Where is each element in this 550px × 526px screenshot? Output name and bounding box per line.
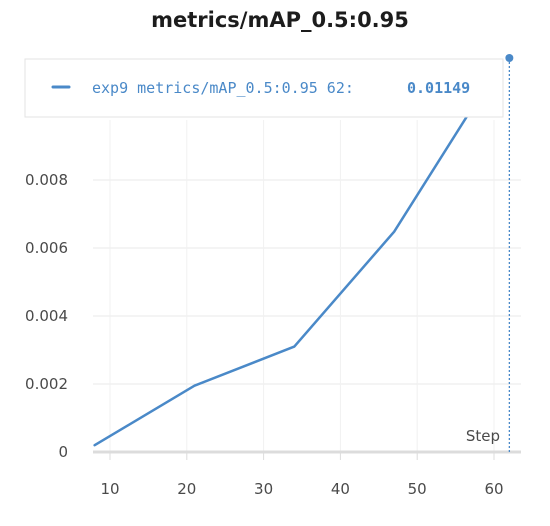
grid-layer [93, 120, 521, 452]
hover-point [505, 54, 514, 62]
chart-title: metrics/mAP_0.5:0.95 [151, 8, 409, 32]
legend-series-value: 0.01149 [407, 79, 470, 97]
y-tick-label: 0.002 [25, 375, 68, 393]
legend-series-label: exp9 metrics/mAP_0.5:0.95 62: [92, 79, 354, 97]
x-tick-label: 30 [254, 480, 273, 498]
hover-layer [505, 54, 514, 452]
x-tick-label: 20 [177, 480, 196, 498]
x-tick-label: 50 [408, 480, 427, 498]
series-line[interactable] [93, 60, 503, 447]
y-tick-label: 0.004 [25, 307, 68, 325]
x-tick-label: 60 [484, 480, 503, 498]
axis-layer: 0 0.002 0.004 0.006 0.008 10 20 30 40 50 60 Step [25, 171, 521, 498]
legend-tooltip: exp9 metrics/mAP_0.5:0.95 62: 0.01149 [24, 58, 504, 118]
x-tick-label: 40 [331, 480, 350, 498]
y-tick-label: 0 [58, 443, 68, 461]
series-layer[interactable] [93, 60, 503, 447]
x-tick-label: 10 [100, 480, 119, 498]
legend-box [24, 58, 504, 118]
x-axis-label: Step [466, 427, 500, 445]
y-tick-label: 0.006 [25, 239, 68, 257]
y-tick-label: 0.008 [25, 171, 68, 189]
